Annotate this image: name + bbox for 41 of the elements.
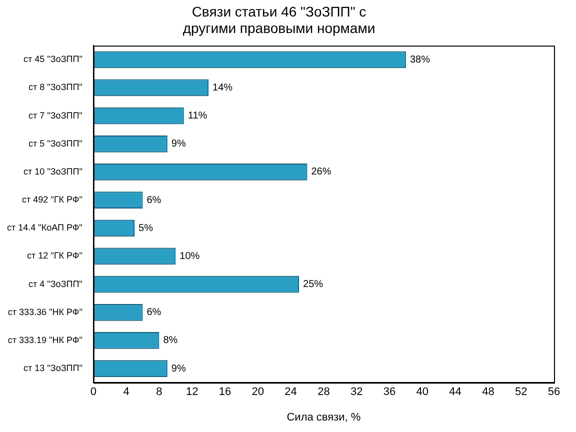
- y-tick-label: ст 14.4 "КоАП РФ": [6, 222, 82, 233]
- x-tick-label: 40: [416, 386, 429, 398]
- data-label: 5%: [138, 222, 154, 234]
- x-tick-label: 36: [383, 386, 396, 398]
- y-tick-label: ст 13 "ЗоЗПП": [24, 363, 82, 374]
- x-tick-label: 48: [482, 386, 494, 398]
- y-tick-label: ст 45 "ЗоЗПП": [24, 54, 82, 64]
- data-label: 9%: [171, 138, 186, 150]
- data-label: 26%: [311, 166, 332, 178]
- x-tick-label: 8: [156, 386, 162, 398]
- chart-title: Связи статьи 46 "ЗоЗПП" с другими правовыми нормами: [182, 3, 376, 36]
- data-label: 38%: [410, 54, 430, 66]
- x-tick-label: 12: [186, 386, 198, 398]
- x-tick-label: 20: [252, 386, 264, 398]
- y-tick-label: ст 4 "ЗоЗПП": [28, 278, 82, 289]
- x-tick-label: 16: [218, 386, 232, 398]
- x-tick-label: 4: [123, 386, 130, 398]
- data-label: 25%: [303, 279, 324, 290]
- y-tick-label: ст 492 "ГК РФ": [22, 194, 82, 205]
- y-tick-label: ст 7 "ЗоЗПП": [28, 110, 82, 120]
- data-label: 11%: [188, 110, 208, 122]
- y-tick-label: ст 5 "ЗоЗПП": [28, 138, 82, 148]
- x-tick-label: 24: [284, 386, 297, 398]
- x-axis-title: Сила связи, %: [286, 411, 361, 424]
- x-tick-label: 32: [350, 386, 363, 398]
- x-tick-label: 56: [548, 386, 560, 398]
- x-tick-label: 0: [90, 386, 96, 398]
- data-label: 14%: [212, 82, 233, 94]
- data-label: 10%: [180, 250, 200, 262]
- data-label: 6%: [146, 307, 162, 318]
- x-tick-label: 52: [514, 386, 528, 398]
- y-tick-label: ст 333.36 "НК РФ": [8, 306, 82, 317]
- x-tick-label: 28: [318, 386, 330, 398]
- x-tick-label: 44: [449, 386, 462, 398]
- y-tick-label: ст 10 "ЗоЗПП": [24, 166, 82, 176]
- y-tick-label: ст 333.19 "НК РФ": [8, 334, 82, 345]
- data-label: 6%: [146, 194, 162, 206]
- y-tick-label: ст 12 "ГК РФ": [27, 250, 82, 261]
- y-tick-label: ст 8 "ЗоЗПП": [28, 82, 82, 92]
- data-label: 8%: [163, 335, 178, 346]
- data-label: 9%: [171, 363, 186, 374]
